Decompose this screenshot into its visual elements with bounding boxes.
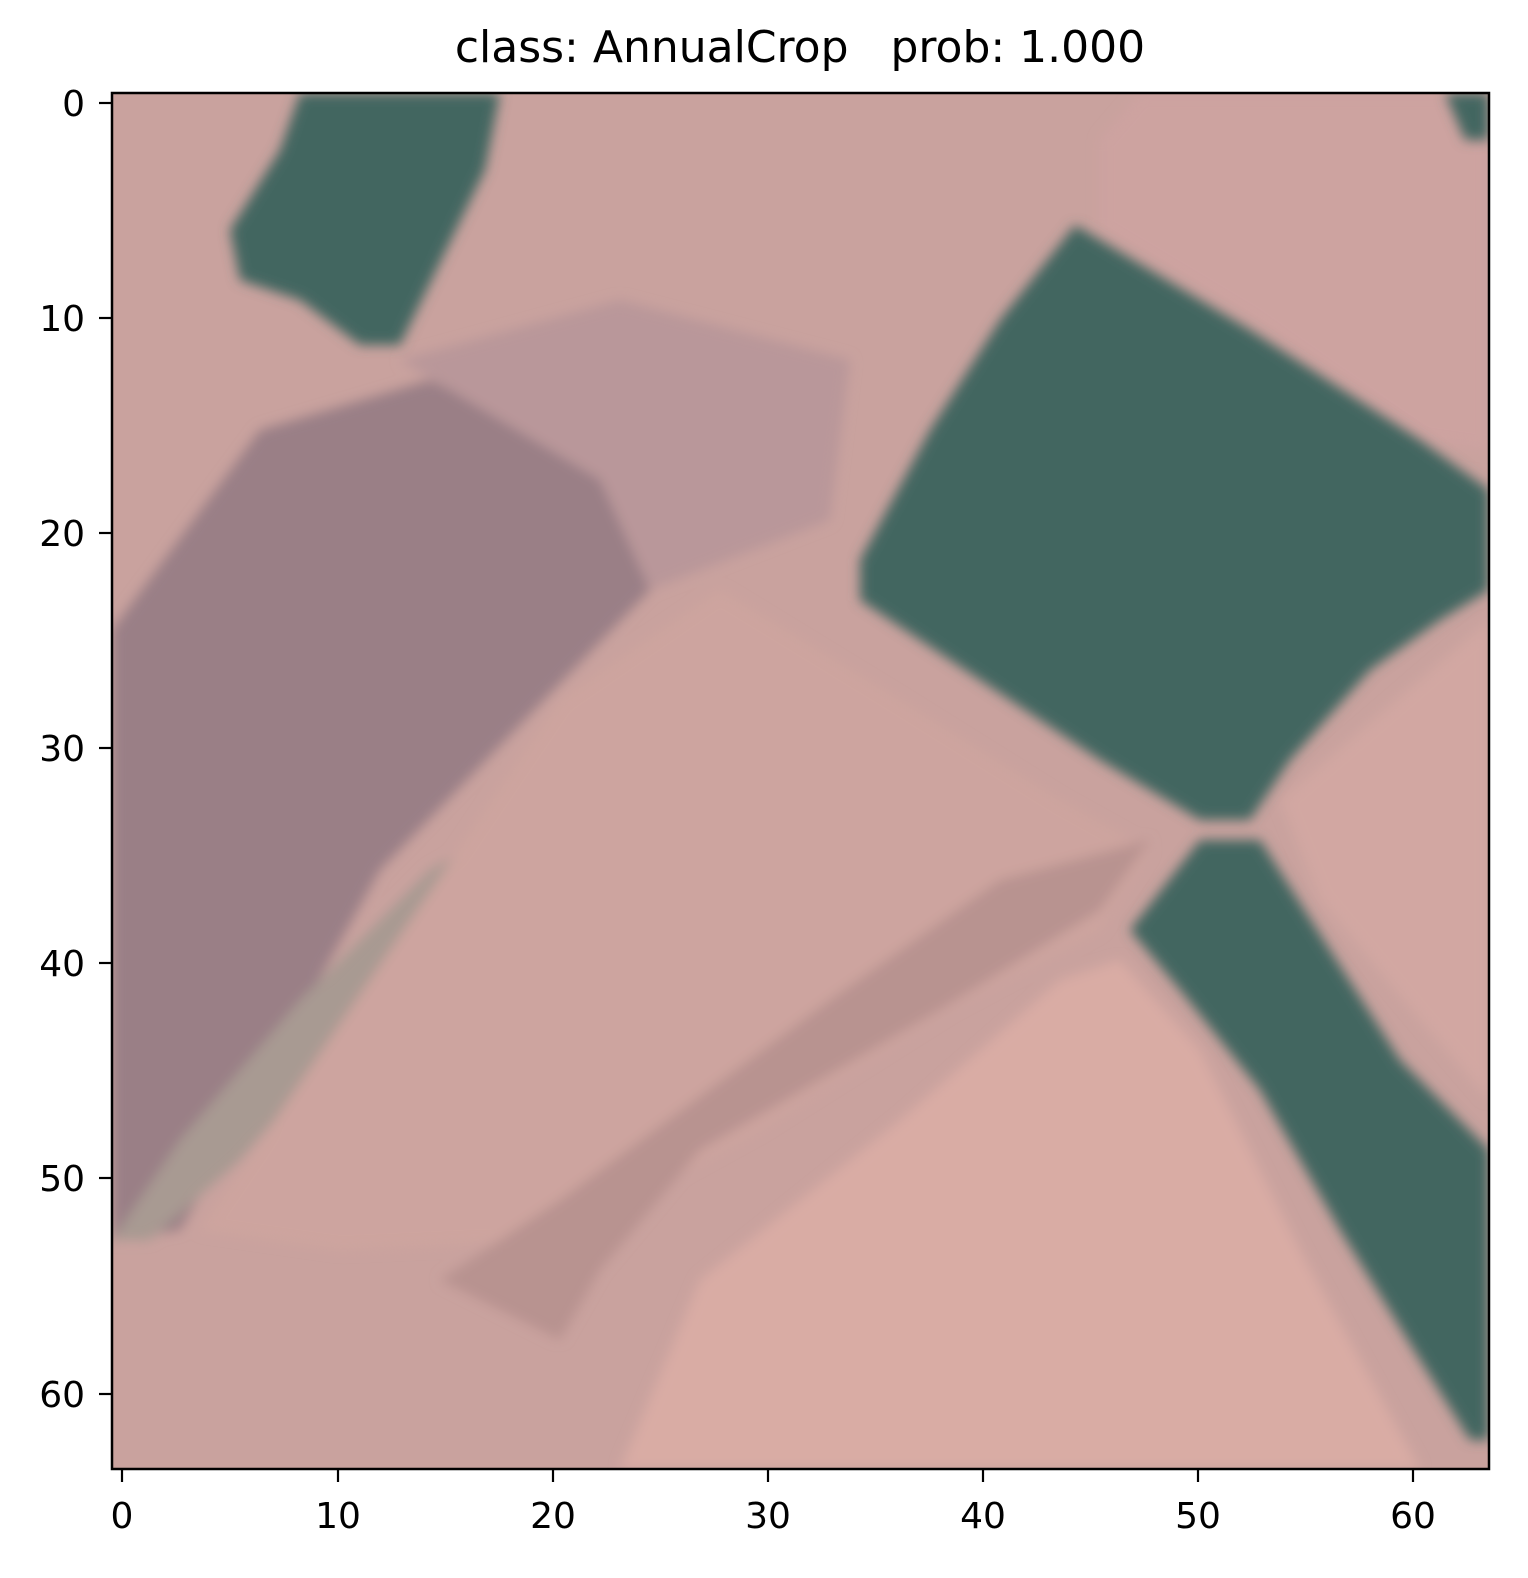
y-tick-label: 40 bbox=[39, 944, 85, 985]
purple-field bbox=[112, 380, 650, 1240]
x-axis: 0 10 20 30 40 50 60 bbox=[111, 1469, 1436, 1537]
x-tick-label: 40 bbox=[960, 1496, 1006, 1537]
x-tick-label: 30 bbox=[745, 1496, 791, 1537]
x-tick-label: 10 bbox=[315, 1496, 361, 1537]
x-tick-label: 20 bbox=[530, 1496, 576, 1537]
satellite-image bbox=[112, 93, 1489, 1469]
upper-right-field bbox=[1100, 93, 1489, 450]
y-tick-label: 20 bbox=[39, 514, 85, 555]
green-field-bottom-right bbox=[1130, 840, 1489, 1440]
green-corner bbox=[1445, 93, 1489, 140]
x-tick-label: 0 bbox=[111, 1496, 134, 1537]
green-field-center-right bbox=[860, 225, 1489, 820]
light-pink-field bbox=[620, 960, 1420, 1469]
right-edge-field bbox=[1280, 620, 1489, 1100]
x-tick-label: 50 bbox=[1175, 1496, 1221, 1537]
y-tick-label: 60 bbox=[39, 1375, 85, 1416]
y-tick-label: 0 bbox=[62, 84, 85, 125]
plot-title: class: AnnualCrop prob: 1.000 bbox=[454, 22, 1146, 73]
green-field-top-left bbox=[230, 93, 500, 345]
y-tick-label: 30 bbox=[39, 729, 85, 770]
y-tick-label: 50 bbox=[39, 1159, 85, 1200]
mauve-field bbox=[400, 300, 850, 590]
y-tick-label: 10 bbox=[39, 299, 85, 340]
axes-frame bbox=[110, 91, 1491, 1471]
pink-field bbox=[200, 590, 1150, 1250]
x-tick-label: 60 bbox=[1390, 1496, 1436, 1537]
y-axis: 0 10 20 30 40 50 60 bbox=[39, 84, 112, 1416]
mauve-band bbox=[440, 840, 1150, 1340]
